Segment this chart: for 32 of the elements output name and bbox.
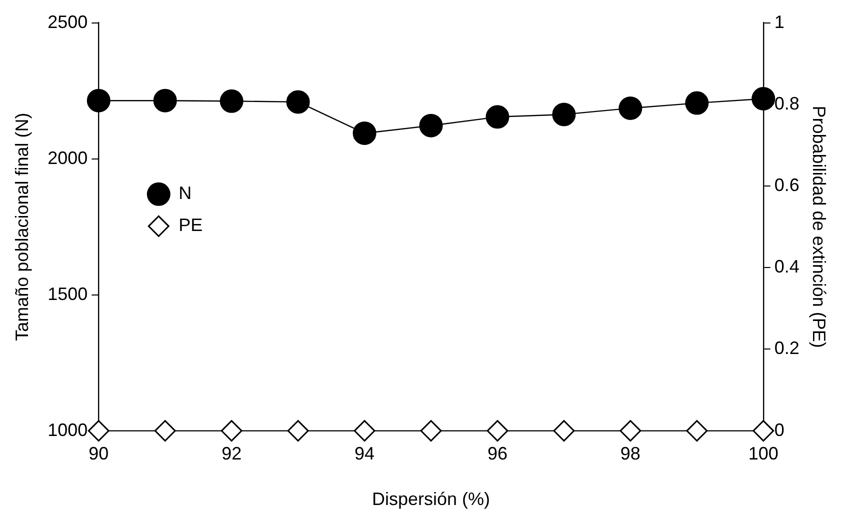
- y-tick-label: 2000: [48, 148, 88, 168]
- point: [552, 102, 576, 126]
- legend-label: PE: [178, 215, 203, 236]
- point: [220, 89, 244, 113]
- x-tick-label: 92: [222, 444, 242, 464]
- point: [86, 88, 110, 112]
- x-tick-label: 94: [354, 444, 375, 464]
- x-axis-title: Dispersión (%): [372, 489, 490, 510]
- y2-tick-label: 0.6: [774, 174, 800, 195]
- y2-tick-label: 0.4: [774, 256, 800, 277]
- y-axis-title: Tamaño poblacional final (N): [12, 112, 32, 341]
- point: [486, 105, 510, 129]
- x-tick-label: 90: [88, 444, 109, 464]
- y2-axis-title: Probabilidad de extinción (PE): [809, 106, 830, 348]
- point: [286, 90, 310, 114]
- y-tick-label: 2500: [48, 12, 88, 32]
- point: [618, 96, 642, 120]
- y2-tick-label: 1: [774, 12, 784, 32]
- y2-tick-label: 0: [774, 420, 784, 440]
- point: [153, 88, 177, 112]
- point: [419, 114, 443, 138]
- x-tick-label: 96: [487, 444, 508, 464]
- y-tick-label: 1500: [48, 284, 88, 304]
- y2-tick-label: 0.8: [774, 93, 800, 114]
- x-tick-label: 98: [620, 444, 640, 464]
- y2-tick-label: 0.2: [774, 338, 800, 358]
- legend-label: N: [178, 183, 192, 204]
- point: [752, 86, 776, 110]
- point: [352, 121, 376, 145]
- y-tick-label: 1000: [48, 420, 88, 440]
- point: [685, 91, 709, 115]
- x-tick-label: 100: [748, 444, 778, 464]
